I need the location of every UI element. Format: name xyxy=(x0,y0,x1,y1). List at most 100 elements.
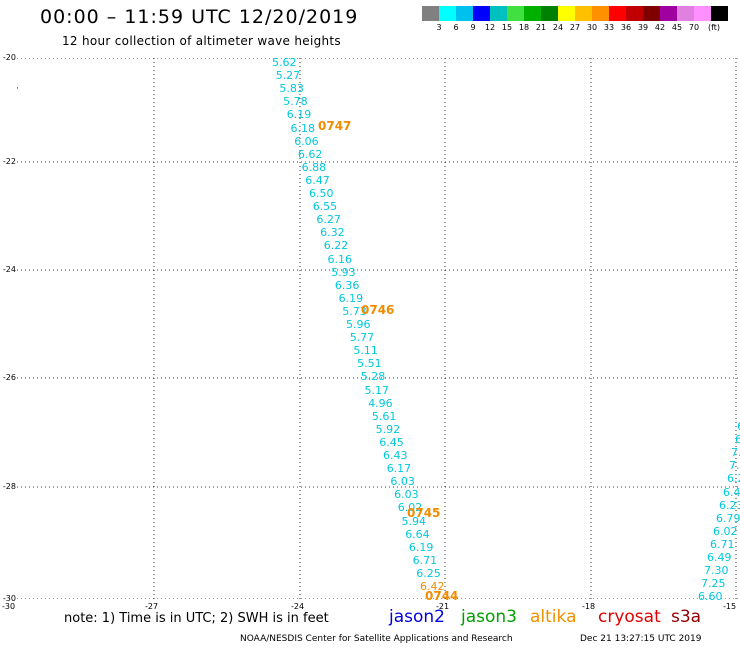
y-tick-label: -20 xyxy=(2,53,16,62)
map-subtitle: 12 hour collection of altimeter wave hei… xyxy=(62,34,341,48)
x-tick-label: -24 xyxy=(291,602,305,611)
swh-value-label: 6.16 xyxy=(327,252,353,266)
swh-value-label: 7. xyxy=(729,459,740,473)
swh-value-label: 5.77 xyxy=(349,331,375,345)
colorbar-label: 12 xyxy=(484,23,496,32)
timestamp: Dec 21 13:27:15 UTC 2019 xyxy=(580,634,702,644)
colorbar-label: 9 xyxy=(470,23,476,32)
colorbar-swatch xyxy=(660,6,677,21)
colorbar-swatch xyxy=(694,6,711,21)
swh-value-label: 5.62 xyxy=(272,56,297,69)
colorbar-swatch xyxy=(439,6,456,21)
colorbar-swatch xyxy=(643,6,660,21)
swh-value-label: 6.18 xyxy=(290,121,316,135)
colorbar-label: 36 xyxy=(620,23,632,32)
x-tick-label: -18 xyxy=(582,602,596,611)
grid-lines xyxy=(17,58,740,599)
swh-value-label: 5.28 xyxy=(360,370,386,384)
colorbar-swatch xyxy=(626,6,643,21)
swh-value-label: 6.32 xyxy=(320,226,345,240)
colorbar-label: 15 xyxy=(501,23,513,32)
swh-value-label: 6.4 xyxy=(723,485,740,499)
colorbar-swatch xyxy=(422,6,439,21)
colorbar-label: 18 xyxy=(518,23,530,32)
swh-value-label: 6 xyxy=(737,420,740,433)
swh-value-label: 5.51 xyxy=(357,357,382,371)
swh-value-label: 4.96 xyxy=(368,396,393,410)
stray-tick-mark: · xyxy=(16,84,19,94)
swh-value-label: 5.11 xyxy=(353,344,378,358)
pass-id-label: 0744 xyxy=(425,589,459,603)
swh-value-label: 6.25 xyxy=(416,566,441,580)
satellite-legend-altika: altika xyxy=(530,607,577,627)
swh-value-label: 6.62 xyxy=(297,147,323,161)
swh-value-label: 5.61 xyxy=(371,409,397,423)
swh-value-label: 6.02 xyxy=(713,524,738,538)
colorbar-label: 30 xyxy=(586,23,598,32)
colorbar-swatch xyxy=(490,6,507,21)
swh-value-label: 6.49 xyxy=(707,551,732,564)
colorbar-label: 39 xyxy=(637,23,649,32)
colorbar-label: 27 xyxy=(569,23,581,32)
colorbar-label: 24 xyxy=(552,23,564,32)
swh-value-label: 6.06 xyxy=(294,134,319,148)
swh-value-label: 6.71 xyxy=(412,553,438,567)
swh-value-label: 5.83 xyxy=(279,82,304,96)
swh-value-label: 6.60 xyxy=(698,590,723,604)
x-tick-label: -21 xyxy=(436,602,450,611)
swh-value-label: 6.19 xyxy=(286,108,312,122)
swh-value-label: 6.23 xyxy=(719,498,740,512)
colorbar-swatch xyxy=(524,6,541,21)
colorbar-swatch xyxy=(575,6,592,21)
colorbar-swatch xyxy=(592,6,609,21)
plot-area xyxy=(17,58,740,599)
pass-id-label: 0747 xyxy=(318,119,352,133)
swh-value-label: 6.88 xyxy=(301,160,327,174)
swh-value-label: 6.55 xyxy=(312,200,338,214)
y-tick-label: -22 xyxy=(2,157,16,166)
swh-value-label: 5.92 xyxy=(375,422,401,436)
swh-value-label: 6 xyxy=(735,433,740,447)
swh-value-label: 5.94 xyxy=(401,514,427,528)
colorbar-unit: (ft) xyxy=(708,23,721,32)
satellite-legend-jason3: jason3 xyxy=(461,607,517,627)
swh-value-label: 7.30 xyxy=(704,564,729,578)
swh-value-label: 6.71 xyxy=(710,537,735,551)
swh-value-label: 7. xyxy=(731,446,740,460)
swh-value-label: 5.17 xyxy=(364,383,390,397)
swh-value-label: 6.17 xyxy=(386,462,412,476)
swh-value-label: 6.79 xyxy=(716,511,740,525)
y-tick-label: -26 xyxy=(2,373,16,382)
x-tick-label: -27 xyxy=(145,602,159,611)
x-tick-label: -15 xyxy=(723,602,737,611)
colorbar-label: 6 xyxy=(453,23,459,32)
swh-value-label: 6.47 xyxy=(305,173,330,187)
colorbar-swatch xyxy=(677,6,694,21)
colorbar-label: 3 xyxy=(436,23,442,32)
satellite-legend-s3a: s3a xyxy=(671,607,702,627)
satellite-legend-jason2: jason2 xyxy=(389,607,445,627)
swh-value-label: 6.27 xyxy=(316,213,341,227)
swh-value-label: 7.25 xyxy=(701,577,726,591)
swh-value-label: 6.50 xyxy=(309,187,334,200)
colorbar-label: 45 xyxy=(671,23,683,32)
swh-value-label: 6.64 xyxy=(405,527,430,541)
swh-value-label: 5.78 xyxy=(283,95,308,109)
colorbar-swatch xyxy=(711,6,728,21)
swh-value-label: 5.73 xyxy=(342,304,367,318)
colorbar-swatch xyxy=(558,6,575,21)
colorbar-swatch xyxy=(507,6,524,21)
swh-value-label: 5.96 xyxy=(346,318,371,331)
swh-value-label: 6.03 xyxy=(390,475,415,489)
swh-value-label: 6.45 xyxy=(379,435,404,449)
colorbar-label: 33 xyxy=(603,23,615,32)
credit-text: NOAA/NESDIS Center for Satellite Applica… xyxy=(240,634,513,644)
swh-value-label: 6.02 xyxy=(397,501,423,515)
footnote: note: 1) Time is in UTC; 2) SWH is in fe… xyxy=(64,611,329,626)
y-tick-label: -28 xyxy=(2,482,16,491)
swh-value-label: 6.03 xyxy=(394,488,419,502)
pass-id-label: 0745 xyxy=(407,506,441,520)
colorbar-label: 42 xyxy=(654,23,666,32)
colorbar-label: 70 xyxy=(688,23,700,32)
swh-value-label: 6.36 xyxy=(334,278,360,292)
